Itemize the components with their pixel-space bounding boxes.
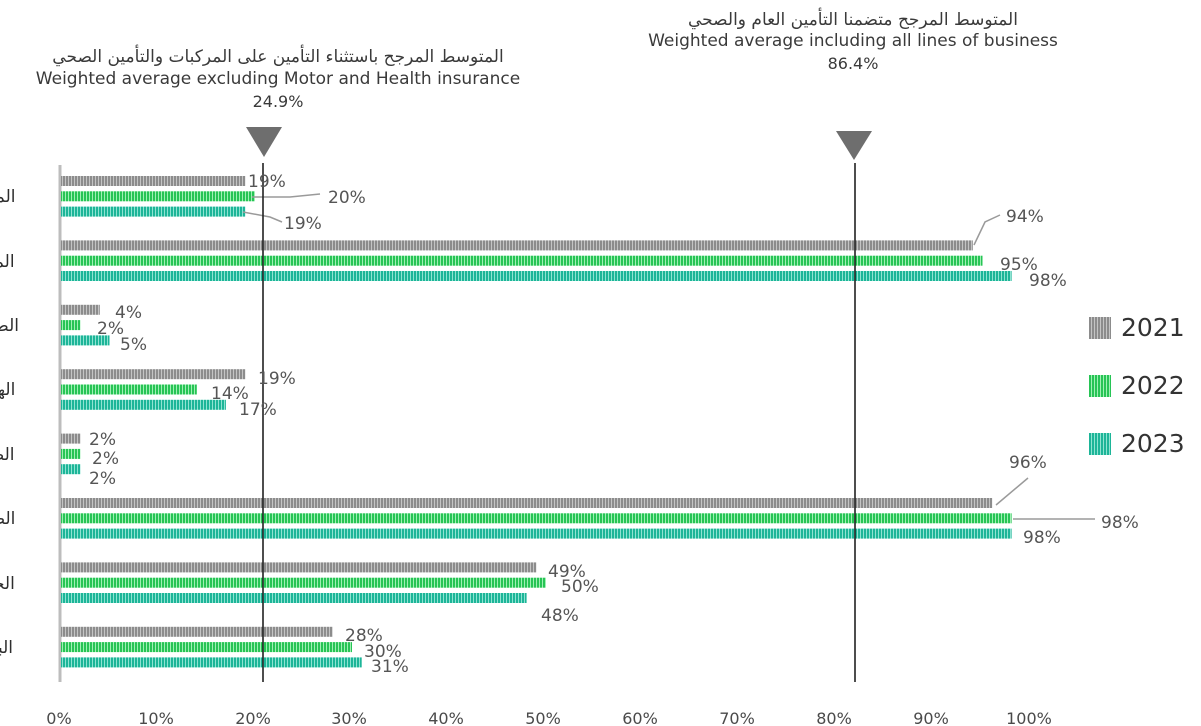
legend-swatch-2022 bbox=[1089, 375, 1111, 397]
legend-swatch-2023 bbox=[1089, 433, 1111, 455]
bar-2021 bbox=[61, 304, 100, 315]
annotation-1-english: Weighted average excluding Motor and Hea… bbox=[36, 69, 520, 89]
annotation-2-arabic: المتوسط المرجح متضمنا التأمين العام والص… bbox=[688, 7, 1018, 30]
category-label: المر bbox=[0, 252, 15, 272]
bar-2021 bbox=[61, 562, 537, 573]
x-tick-label: 60% bbox=[622, 709, 658, 726]
data-label: 95% bbox=[1000, 255, 1038, 275]
bar-2022 bbox=[61, 384, 197, 395]
data-labels: 19% 20% 19% 94% 95% 98% 4% 2% 5% 19% 14%… bbox=[89, 172, 1139, 677]
category-label: المم bbox=[0, 187, 16, 207]
bar-2022 bbox=[61, 320, 81, 331]
bar-2021 bbox=[61, 240, 973, 251]
x-tick-label: 0% bbox=[46, 709, 71, 726]
legend-label-2022: 2022 bbox=[1121, 371, 1185, 400]
annotation-2-value: 86.4% bbox=[828, 54, 879, 73]
bar-2021 bbox=[61, 626, 333, 637]
leader-line bbox=[252, 193, 321, 198]
data-label: 31% bbox=[371, 657, 409, 677]
bar-2022 bbox=[61, 191, 255, 202]
data-label: 48% bbox=[541, 606, 579, 626]
bar-2023 bbox=[61, 593, 527, 603]
x-tick-label: 10% bbox=[138, 709, 174, 726]
bars-group bbox=[61, 176, 1012, 668]
data-label: 28% bbox=[345, 626, 383, 646]
data-label: 98% bbox=[1101, 513, 1139, 533]
category-label: الطي bbox=[0, 316, 19, 336]
category-label: الهن bbox=[0, 380, 15, 400]
data-label: 2% bbox=[92, 449, 119, 469]
legend: 2021 2022 2023 bbox=[1089, 313, 1185, 458]
legend-label-2021: 2021 bbox=[1121, 313, 1185, 342]
bar-2021 bbox=[61, 176, 246, 186]
reference-marker-2 bbox=[836, 131, 872, 160]
data-label: 30% bbox=[364, 642, 402, 662]
x-axis-ticks: 0% 10% 20% 30% 40% 50% 60% 70% 80% 90% 1… bbox=[46, 709, 1052, 726]
data-label: 2% bbox=[89, 430, 116, 450]
bar-2021 bbox=[61, 433, 81, 444]
leader-line bbox=[995, 477, 1029, 506]
data-label: 19% bbox=[248, 172, 286, 192]
x-tick-label: 30% bbox=[331, 709, 367, 726]
category-label: الص bbox=[0, 509, 15, 529]
x-tick-label: 50% bbox=[525, 709, 561, 726]
data-label: 19% bbox=[284, 214, 322, 234]
annotation-1-value: 24.9% bbox=[253, 92, 304, 111]
data-label: 49% bbox=[548, 562, 586, 582]
x-tick-label: 40% bbox=[428, 709, 464, 726]
x-tick-label: 70% bbox=[719, 709, 755, 726]
data-label: 50% bbox=[561, 577, 599, 597]
bar-2023 bbox=[61, 528, 1012, 539]
bar-2022 bbox=[61, 642, 352, 653]
data-label: 17% bbox=[239, 400, 277, 420]
leader-line bbox=[973, 214, 1001, 246]
x-tick-label: 100% bbox=[1006, 709, 1052, 726]
data-label: 98% bbox=[1023, 528, 1061, 548]
data-label: 96% bbox=[1009, 453, 1047, 473]
bar-2023 bbox=[61, 399, 226, 410]
legend-swatch-2021 bbox=[1089, 317, 1111, 339]
bar-2022 bbox=[61, 255, 983, 266]
bar-2022 bbox=[61, 577, 546, 588]
x-tick-label: 20% bbox=[235, 709, 271, 726]
data-label: 19% bbox=[258, 369, 296, 389]
data-label: 4% bbox=[115, 303, 142, 323]
category-label: البح bbox=[0, 638, 13, 658]
bar-2021 bbox=[61, 369, 246, 380]
data-label: 14% bbox=[211, 384, 249, 404]
x-tick-label: 90% bbox=[913, 709, 949, 726]
data-label: 98% bbox=[1029, 271, 1067, 291]
bar-2021 bbox=[61, 498, 993, 508]
bar-2023 bbox=[61, 271, 1012, 281]
leader-line bbox=[242, 211, 283, 223]
annotation-1-arabic: المتوسط المرجح باستثناء التأمين على المر… bbox=[52, 44, 503, 67]
bar-2023 bbox=[61, 657, 362, 668]
bar-2023 bbox=[61, 335, 110, 346]
bar-2022 bbox=[61, 513, 1012, 524]
leader-lines bbox=[242, 193, 1095, 520]
bar-2023 bbox=[61, 206, 246, 217]
category-label: الحو bbox=[0, 574, 15, 594]
data-label: 20% bbox=[328, 188, 366, 208]
bar-2022 bbox=[61, 448, 81, 459]
data-label: 5% bbox=[120, 335, 147, 355]
data-label: 2% bbox=[97, 319, 124, 339]
data-label: 94% bbox=[1006, 207, 1044, 227]
legend-label-2023: 2023 bbox=[1121, 429, 1185, 458]
reference-marker-1 bbox=[246, 127, 282, 157]
bar-2023 bbox=[61, 464, 81, 475]
data-label: 2% bbox=[89, 469, 116, 489]
x-tick-label: 80% bbox=[816, 709, 852, 726]
annotation-2-english: Weighted average including all lines of … bbox=[648, 31, 1058, 51]
